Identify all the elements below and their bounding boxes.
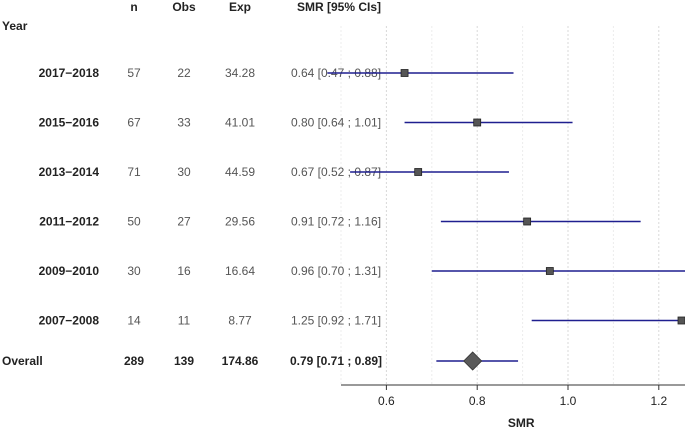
tick-label-1.0: 1.0 xyxy=(560,394,577,408)
header-n: n xyxy=(130,0,137,14)
row-n: 71 xyxy=(127,165,141,179)
point-estimate xyxy=(414,168,423,176)
row-n: 67 xyxy=(127,116,141,130)
row-obs: 30 xyxy=(177,165,191,179)
row-exp: 8.77 xyxy=(228,314,252,328)
column-headers: Year n Obs Exp SMR [95% CIs] xyxy=(2,0,381,33)
row-1: 2017−2018 57 22 34.28 0.64 [0.47 ; 0.88] xyxy=(39,66,514,80)
tick-label-1.2: 1.2 xyxy=(650,394,667,408)
row-2: 2015−2016 67 33 41.01 0.80 [0.64 ; 1.01] xyxy=(39,116,573,130)
overall-diamond xyxy=(463,351,483,371)
row-3: 2013−2014 71 30 44.59 0.67 [0.52 ; 0.87] xyxy=(39,165,509,179)
point-estimate xyxy=(545,267,554,275)
row-label: 2015−2016 xyxy=(39,116,100,130)
point-estimate xyxy=(677,316,685,325)
row-smr: 0.91 [0.72 ; 1.16] xyxy=(291,215,381,229)
overall-row: Overall 289 139 174.86 0.79 [0.71 ; 0.89] xyxy=(2,351,519,371)
overall-label: Overall xyxy=(2,354,43,368)
x-axis-label: SMR xyxy=(508,416,535,430)
row-obs: 16 xyxy=(177,264,191,278)
tick-label-0.6: 0.6 xyxy=(378,394,395,408)
row-obs: 33 xyxy=(177,116,191,130)
row-exp: 34.28 xyxy=(225,66,255,80)
row-obs: 27 xyxy=(177,215,191,229)
header-smr: SMR [95% CIs] xyxy=(297,0,381,14)
row-exp: 16.64 xyxy=(225,264,255,278)
row-smr: 0.80 [0.64 ; 1.01] xyxy=(291,116,381,130)
point-estimate xyxy=(473,118,482,127)
row-n: 30 xyxy=(127,264,141,278)
x-axis: 0.60.81.01.21.41.6SMR xyxy=(341,384,685,430)
grid-layer xyxy=(340,26,660,384)
row-label: 2007−2008 xyxy=(39,314,100,328)
row-n: 57 xyxy=(127,66,141,80)
row-smr: 0.96 [0.70 ; 1.31] xyxy=(291,264,381,278)
row-4: 2011−2012 50 27 29.56 0.91 [0.72 ; 1.16] xyxy=(39,215,641,229)
row-obs: 11 xyxy=(178,314,191,328)
header-exp: Exp xyxy=(229,0,251,14)
point-estimate xyxy=(523,217,532,226)
tick-label-0.8: 0.8 xyxy=(469,394,486,408)
row-n: 50 xyxy=(127,215,141,229)
row-smr: 1.25 [0.92 ; 1.71] xyxy=(291,314,381,328)
header-year: Year xyxy=(2,19,28,33)
row-obs: 22 xyxy=(177,66,191,80)
row-label: 2009−2010 xyxy=(39,264,100,278)
row-exp: 44.59 xyxy=(225,165,255,179)
overall-n: 289 xyxy=(124,354,144,368)
study-rows: 2017−2018 57 22 34.28 0.64 [0.47 ; 0.88]2015… xyxy=(39,66,685,328)
row-label: 2013−2014 xyxy=(39,165,100,179)
row-smr: 0.67 [0.52 ; 0.87] xyxy=(291,165,381,179)
header-obs: Obs xyxy=(172,0,196,14)
point-estimate xyxy=(400,69,409,77)
row-label: 2011−2012 xyxy=(39,215,99,229)
overall-obs: 139 xyxy=(174,354,194,368)
row-6: 2007−2008 14 11 8.77 1.25 [0.92 ; 1.71] xyxy=(39,314,685,328)
overall-exp: 174.86 xyxy=(222,354,259,368)
row-exp: 29.56 xyxy=(225,215,255,229)
row-exp: 41.01 xyxy=(225,116,255,130)
row-5: 2009−2010 30 16 16.64 0.96 [0.70 ; 1.31] xyxy=(39,264,685,278)
overall-smr: 0.79 [0.71 ; 0.89] xyxy=(290,354,382,368)
row-n: 14 xyxy=(127,314,141,328)
row-label: 2017−2018 xyxy=(39,66,100,80)
